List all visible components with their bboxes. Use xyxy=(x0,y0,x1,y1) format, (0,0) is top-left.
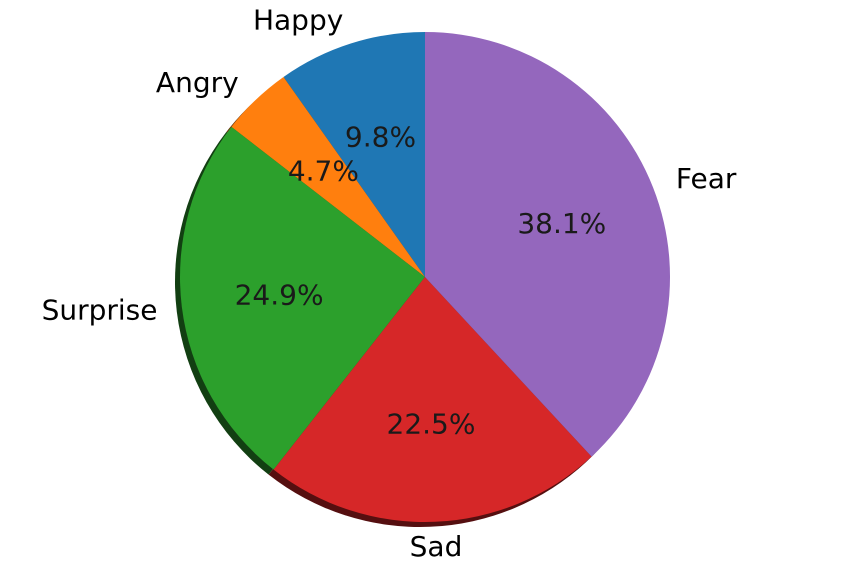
pie-percent-label-sad: 22.5% xyxy=(387,407,476,440)
pie-slice-layer xyxy=(179,32,671,523)
pie-percent-label-happy: 9.8% xyxy=(345,120,416,153)
pie-category-label-sad: Sad xyxy=(410,530,463,563)
pie-slice-surprise xyxy=(179,126,425,470)
pie-slice-happy xyxy=(283,32,425,277)
pie-percent-label-angry: 4.7% xyxy=(288,154,359,187)
pie-category-label-fear: Fear xyxy=(676,162,737,195)
pie-category-label-happy: Happy xyxy=(253,4,343,37)
pie-slice-angry xyxy=(231,77,425,277)
pie-slice-sad xyxy=(273,277,592,523)
pie-percent-label-fear: 38.1% xyxy=(517,207,606,240)
pie-label-layer: 9.8% Happy 4.7% Angry 24.9% Surprise 22.5% Sad 3… xyxy=(42,4,737,563)
pie-percent-label-surprise: 24.9% xyxy=(235,279,324,312)
pie-category-label-surprise: Surprise xyxy=(42,293,158,326)
pie-category-label-angry: Angry xyxy=(156,66,239,99)
pie-slice-fear xyxy=(425,32,671,457)
